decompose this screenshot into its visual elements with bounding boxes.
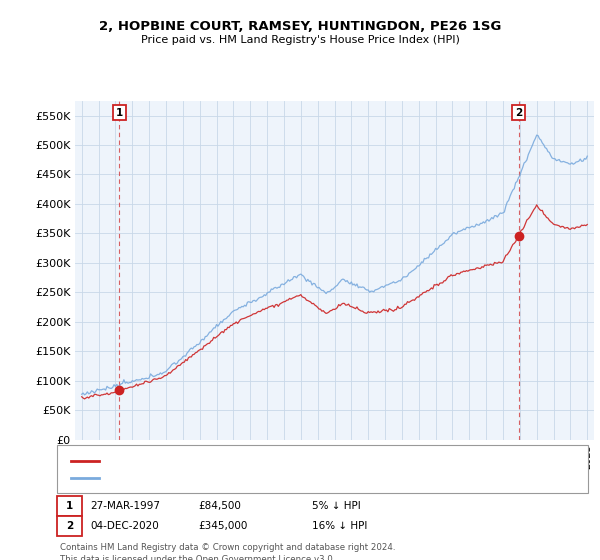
Text: 27-MAR-1997: 27-MAR-1997 bbox=[90, 501, 160, 511]
Text: Contains HM Land Registry data © Crown copyright and database right 2024.
This d: Contains HM Land Registry data © Crown c… bbox=[60, 543, 395, 560]
Text: 2: 2 bbox=[515, 108, 522, 118]
Text: HPI: Average price, detached house, Huntingdonshire: HPI: Average price, detached house, Hunt… bbox=[105, 473, 367, 483]
Text: £84,500: £84,500 bbox=[198, 501, 241, 511]
Text: 1: 1 bbox=[116, 108, 123, 118]
Text: 2: 2 bbox=[66, 521, 73, 531]
Text: 16% ↓ HPI: 16% ↓ HPI bbox=[312, 521, 367, 531]
Text: 2, HOPBINE COURT, RAMSEY, HUNTINGDON, PE26 1SG: 2, HOPBINE COURT, RAMSEY, HUNTINGDON, PE… bbox=[99, 20, 501, 32]
Text: Price paid vs. HM Land Registry's House Price Index (HPI): Price paid vs. HM Land Registry's House … bbox=[140, 35, 460, 45]
Text: 1: 1 bbox=[66, 501, 73, 511]
Text: £345,000: £345,000 bbox=[198, 521, 247, 531]
Text: 04-DEC-2020: 04-DEC-2020 bbox=[90, 521, 159, 531]
Text: 2, HOPBINE COURT, RAMSEY, HUNTINGDON, PE26 1SG (detached house): 2, HOPBINE COURT, RAMSEY, HUNTINGDON, PE… bbox=[105, 456, 461, 465]
Text: 5% ↓ HPI: 5% ↓ HPI bbox=[312, 501, 361, 511]
